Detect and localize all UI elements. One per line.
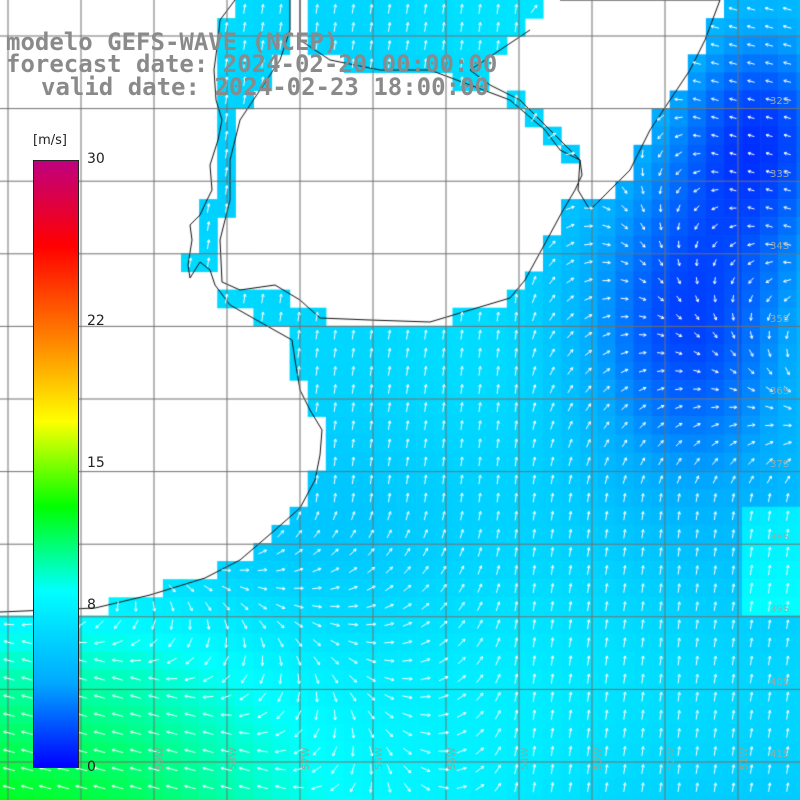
- longitude-label: 55W: [447, 747, 458, 770]
- latitude-label: 40S: [770, 676, 790, 688]
- longitude-label: 51W: [739, 747, 750, 770]
- title-valid-date: valid date: 2024-02-23 18:00:00: [41, 73, 489, 101]
- longitude-label: 53W: [593, 747, 604, 770]
- latitude-label: 41S: [770, 749, 790, 761]
- colorbar-tick-label: 0: [87, 759, 96, 775]
- latitude-label: 37S: [770, 459, 790, 470]
- legend-unit: [m/s]: [33, 133, 67, 148]
- colorbar-tick-label: 8: [87, 596, 96, 613]
- latitude-label: 36S: [770, 386, 790, 398]
- longitude-label: 56W: [374, 747, 385, 770]
- longitude-label: 58W: [228, 747, 239, 770]
- colorbar: [33, 160, 79, 768]
- colorbar-tick-label: 30: [87, 151, 105, 167]
- title-forecast-date: forecast date: 2024-02-20 00:00:00: [6, 50, 498, 78]
- longitude-label: 59W: [155, 747, 166, 770]
- longitude-label: 57W: [301, 747, 312, 770]
- title-model: modelo GEFS-WAVE (NCEP): [6, 28, 339, 56]
- colorbar-tick-label: 22: [87, 313, 105, 330]
- longitude-label: 54W: [520, 747, 531, 770]
- latitude-label: 34S: [770, 241, 790, 253]
- latitude-label: 33S: [770, 168, 790, 180]
- latitude-label: 32S: [770, 96, 790, 107]
- latitude-label: 35S: [770, 313, 790, 325]
- latitude-label: 39S: [770, 604, 790, 616]
- latitude-label: 38S: [770, 531, 790, 543]
- colorbar-tick-label: 15: [87, 455, 105, 471]
- longitude-label: 52W: [666, 747, 677, 770]
